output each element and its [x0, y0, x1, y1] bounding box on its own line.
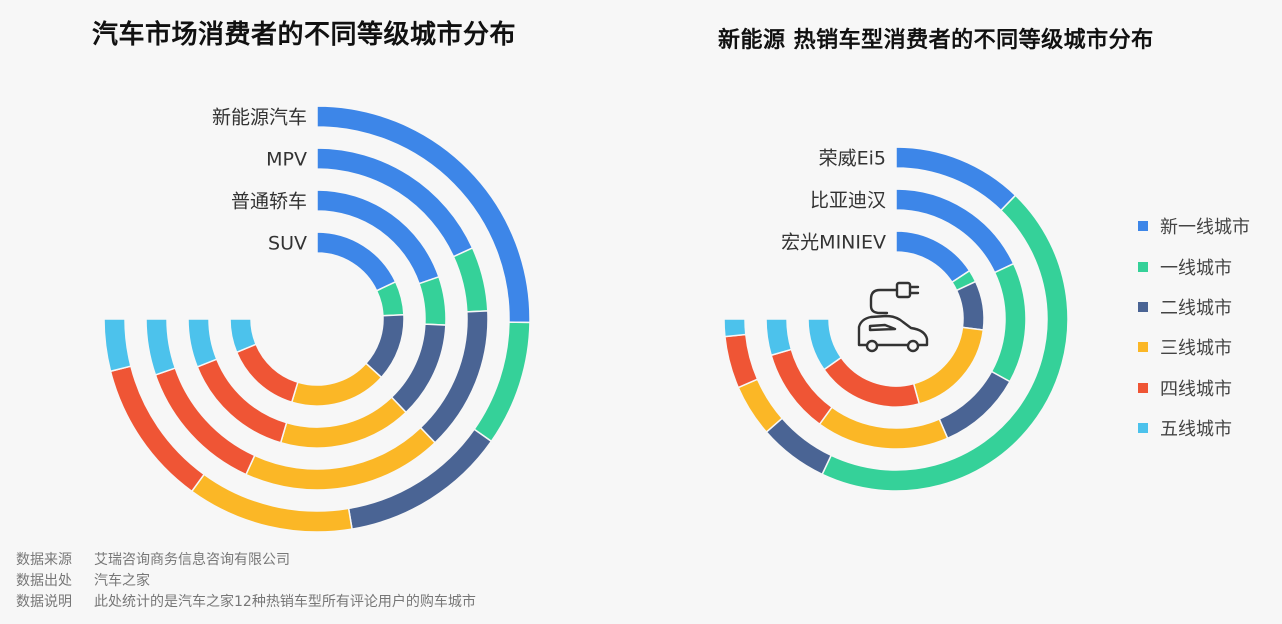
legend-item: 新一线城市 [1138, 206, 1250, 246]
ring-segment [723, 318, 747, 338]
legend-swatch [1138, 423, 1148, 434]
legend-swatch [1138, 301, 1148, 312]
ring-segment [187, 318, 218, 368]
legend-label: 五线城市 [1160, 419, 1232, 441]
legend-item: 五线城市 [1138, 408, 1250, 448]
legend-item: 三线城市 [1138, 327, 1250, 367]
source-key: 数据来源 [16, 552, 72, 568]
ring-segment [229, 318, 258, 354]
ring-segment [765, 318, 793, 357]
legend-label: 新一线城市 [1160, 217, 1250, 239]
legend-item: 二线城市 [1138, 287, 1250, 327]
ring-category-label: 新能源汽车 [212, 107, 307, 129]
chart-title-right: 新能源 热销车型消费者的不同等级城市分布 [718, 28, 1154, 53]
legend-label: 二线城市 [1160, 297, 1232, 319]
ring-category-label: 荣威Ei5 [819, 148, 886, 170]
source-notes: 数据来源 艾瑞咨询商务信息咨询有限公司 数据出处 汽车之家 数据说明 此处统计的是汽车… [16, 550, 476, 613]
source-row: 数据来源 艾瑞咨询商务信息咨询有限公司 [16, 550, 476, 571]
legend-swatch [1138, 342, 1148, 353]
legend-label: 一线城市 [1160, 257, 1232, 279]
legend-label: 四线城市 [1160, 378, 1232, 400]
legend: 新一线城市 一线城市 二线城市 三线城市 四线城市 五线城市 [1138, 206, 1250, 448]
ring-category-label: 比亚迪汉 [810, 190, 886, 212]
legend-item: 一线城市 [1138, 246, 1250, 286]
legend-swatch [1138, 221, 1148, 232]
legend-swatch [1138, 382, 1148, 393]
chart-title-left: 汽车市场消费者的不同等级城市分布 [92, 20, 517, 50]
note-value: 此处统计的是汽车之家12种热销车型所有评论用户的购车城市 [94, 594, 476, 610]
origin-row: 数据出处 汽车之家 [16, 571, 476, 592]
note-key: 数据说明 [16, 594, 72, 610]
legend-item: 四线城市 [1138, 368, 1250, 408]
ring-category-label: SUV [268, 233, 307, 255]
ring-segment [807, 318, 843, 371]
origin-value: 汽车之家 [94, 573, 150, 589]
ring-category-label: 宏光MINIEV [781, 232, 886, 254]
ring-segment [103, 318, 132, 373]
ring-category-label: 普通轿车 [231, 191, 307, 213]
ring-category-label: MPV [266, 149, 307, 171]
source-value: 艾瑞咨询商务信息咨询有限公司 [94, 552, 290, 568]
origin-key: 数据出处 [16, 573, 72, 589]
legend-swatch [1138, 261, 1148, 272]
legend-label: 三线城市 [1160, 338, 1232, 360]
ring-segment [145, 318, 177, 376]
note-row: 数据说明 此处统计的是汽车之家12种热销车型所有评论用户的购车城市 [16, 592, 476, 613]
